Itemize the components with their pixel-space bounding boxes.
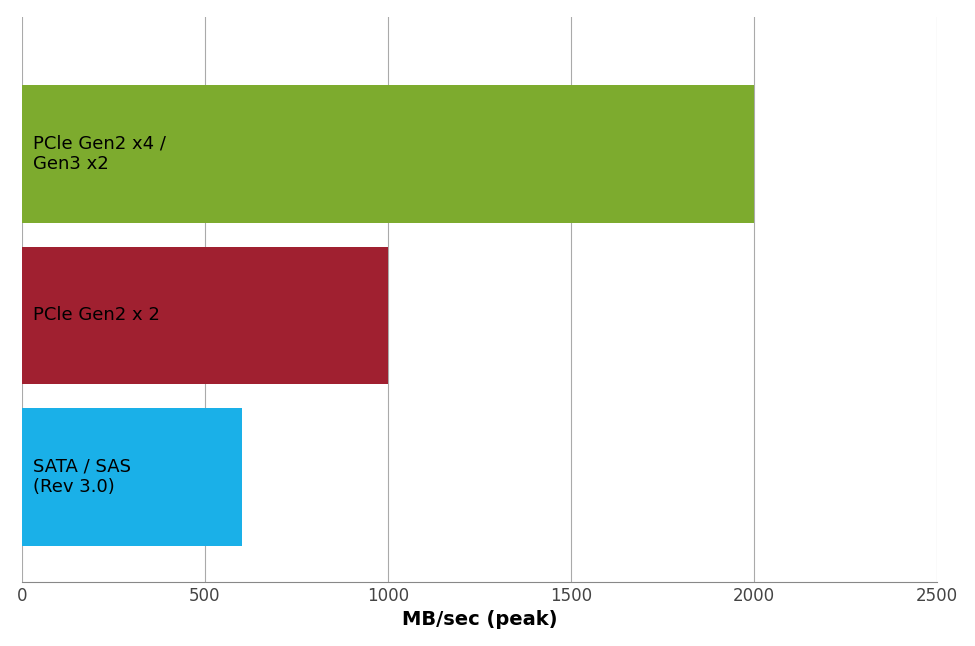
X-axis label: MB/sec (peak): MB/sec (peak) bbox=[402, 610, 558, 629]
Text: PCle Gen2 x 2: PCle Gen2 x 2 bbox=[33, 306, 160, 324]
Bar bbox=[21, 408, 242, 546]
Text: PCle Gen2 x4 /
Gen3 x2: PCle Gen2 x4 / Gen3 x2 bbox=[33, 134, 166, 173]
Bar bbox=[21, 247, 388, 384]
Bar bbox=[21, 85, 755, 223]
Text: SATA / SAS
(Rev 3.0): SATA / SAS (Rev 3.0) bbox=[33, 457, 131, 496]
